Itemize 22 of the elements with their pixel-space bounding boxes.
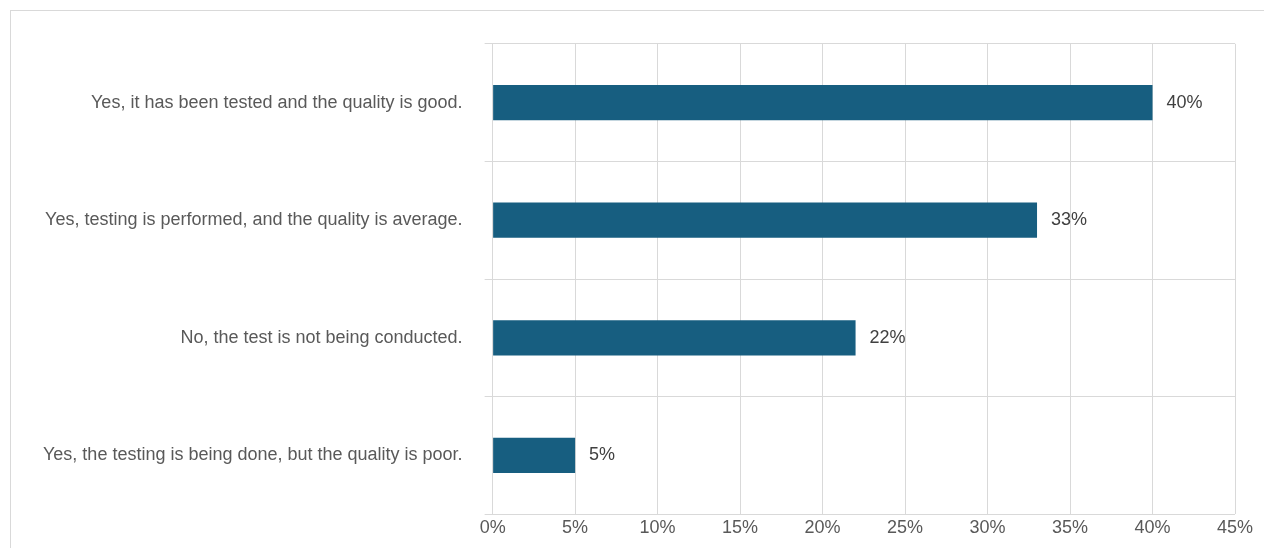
x-tick-label: 5% xyxy=(562,516,589,537)
x-tick-label: 10% xyxy=(639,516,676,537)
bar xyxy=(493,202,1038,238)
y-tick-label: Yes, the testing is being done, but the quality is poor. xyxy=(43,444,463,465)
bar xyxy=(493,84,1153,121)
data-label: 5% xyxy=(589,444,616,465)
x-tick-label: 40% xyxy=(1134,516,1171,537)
y-tick-label: Yes, testing is performed, and the quality is average. xyxy=(45,209,463,230)
x-tick-label: 20% xyxy=(804,516,841,537)
x-tick-label: 45% xyxy=(1216,516,1254,537)
bar xyxy=(493,320,856,356)
y-tick-label: Yes, it has been tested and the quality is good. xyxy=(91,91,463,112)
data-label: 22% xyxy=(869,326,906,347)
x-tick-label: 15% xyxy=(722,516,759,537)
x-tick-label: 30% xyxy=(969,516,1006,537)
data-label: 33% xyxy=(1051,209,1088,230)
x-tick-label: 25% xyxy=(887,516,924,537)
x-tick-label: 35% xyxy=(1052,516,1089,537)
bar xyxy=(493,437,576,474)
data-label: 40% xyxy=(1166,91,1203,112)
x-tick-label: 0% xyxy=(479,516,506,537)
y-tick-label: No, the test is not being conducted. xyxy=(180,326,463,347)
